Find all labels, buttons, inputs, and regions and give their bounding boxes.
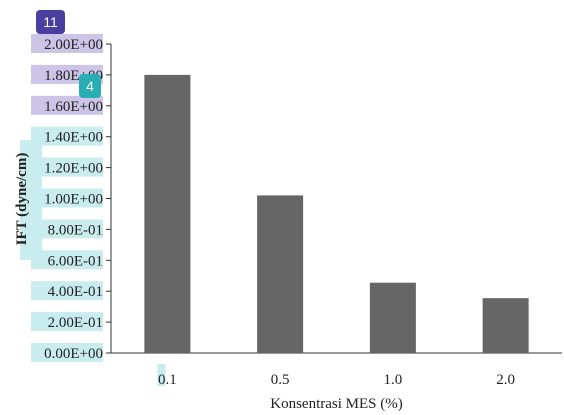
tick-highlight [31,34,103,53]
x-tick-label: 0.1 [158,372,177,388]
tick-labels: 0.00E+00 2.00E-01 4.00E-01 6.00E-01 8.00E-01… [44,37,515,388]
x-axis-title: Konsentrasi MES (%) [270,396,402,412]
tick-highlight [31,250,103,270]
y-tick-label: 1.60E+00 [44,99,103,115]
x-tick-label: 0.5 [271,372,290,388]
x-tick-label: 2.0 [496,372,515,388]
tick-highlight [31,95,103,115]
tick-highlight [31,188,103,208]
y-tick-label: 2.00E+00 [44,37,103,53]
tick-highlight [31,281,103,301]
x-tick-label: 1.0 [384,372,403,388]
y-tick-label: 0.00E+00 [44,346,103,362]
bar [369,282,416,353]
bars [144,74,529,354]
tick-highlight [31,126,103,146]
bar [257,195,304,353]
annotation-badge-11: 11 [36,10,65,34]
tick-highlight [31,157,103,177]
y-tick-label: 1.20E+00 [44,161,103,177]
y-tick-label: 1.00E+00 [44,192,103,208]
y-tick-label: 6.00E-01 [48,253,103,269]
annotation-badge-4: 4 [79,74,101,98]
y-tick-label: 2.00E-01 [48,315,103,331]
tick-highlight [31,219,103,239]
y-tick-label: 1.40E+00 [44,130,103,146]
y-tick-label: 8.00E-01 [48,222,103,238]
xtick-highlight [157,364,166,386]
ylabel-highlight [20,140,42,260]
y-tick-label: 4.00E-01 [48,284,103,300]
tick-highlight [31,343,103,362]
bar [482,298,529,353]
y-axis-title: IFT (dyne/cm) [14,153,30,246]
tick-highlight [31,312,103,332]
bar [144,74,191,354]
